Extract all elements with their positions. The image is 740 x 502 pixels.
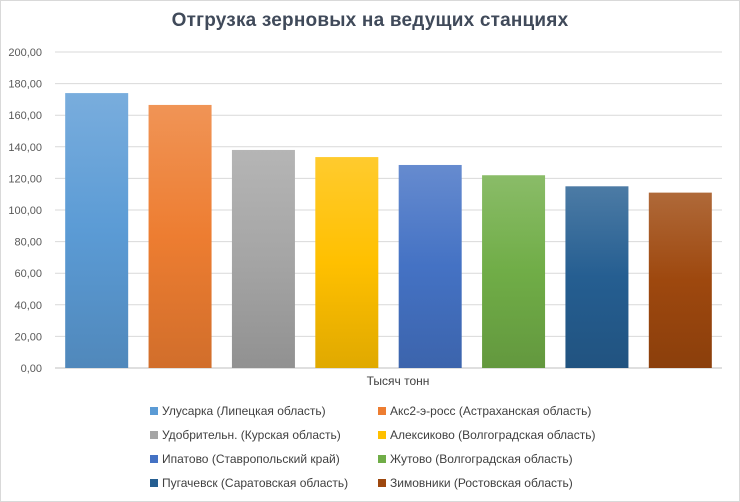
legend-row: Пугачевск (Саратовская область) Зимовники…	[150, 473, 670, 493]
legend-row: Ипатово (Ставропольский край) Жутово (Вол…	[150, 449, 670, 469]
legend-item: Улусарка (Липецкая область)	[150, 401, 378, 421]
legend-swatch	[378, 479, 386, 487]
x-axis-label: Тысяч тонн	[367, 374, 430, 388]
legend-label: Жутово (Волгоградская область)	[390, 452, 573, 466]
legend-item: Пугачевск (Саратовская область)	[150, 473, 378, 493]
bar-3	[231, 149, 295, 368]
y-tick-label: 200,00	[8, 47, 42, 59]
y-tick-label: 180,00	[8, 79, 42, 91]
legend-swatch	[378, 407, 386, 415]
y-tick-label: 120,00	[8, 173, 42, 185]
bar-7	[565, 186, 629, 368]
chart-title: Отгрузка зерновых на ведущих станциях	[171, 10, 569, 31]
legend-label: Удобрительн. (Курская область)	[162, 428, 341, 442]
legend-item: Зимовники (Ростовская область)	[378, 473, 658, 493]
legend-label: Зимовники (Ростовская область)	[390, 476, 573, 490]
legend-swatch	[150, 431, 158, 439]
legend-item: Акс2-э-росс (Астраханская область)	[378, 401, 658, 421]
bar-6	[482, 175, 546, 368]
y-tick-label: 160,00	[8, 110, 42, 122]
y-tick-label: 40,00	[14, 300, 42, 312]
legend-label: Алексиково (Волгоградская область)	[390, 428, 596, 442]
legend-item: Алексиково (Волгоградская область)	[378, 425, 658, 445]
y-tick-label: 140,00	[8, 142, 42, 154]
y-tick-label: 20,00	[14, 331, 42, 343]
y-tick-label: 80,00	[14, 237, 42, 249]
y-tick-label: 100,00	[8, 205, 42, 217]
legend-item: Удобрительн. (Курская область)	[150, 425, 378, 445]
legend-swatch	[378, 431, 386, 439]
legend-label: Пугачевск (Саратовская область)	[162, 476, 349, 490]
legend-swatch	[150, 479, 158, 487]
legend-swatch	[150, 455, 158, 463]
y-tick-label: 60,00	[14, 268, 42, 280]
y-tick-label: 0,00	[21, 363, 42, 375]
legend-label: Акс2-э-росс (Астраханская область)	[390, 404, 592, 418]
bar-4	[315, 157, 379, 368]
legend: Улусарка (Липецкая область) Акс2-э-росс (…	[150, 401, 670, 497]
bar-5	[398, 164, 462, 368]
legend-label: Ипатово (Ставропольский край)	[162, 452, 340, 466]
legend-item: Ипатово (Ставропольский край)	[150, 449, 378, 469]
legend-item: Жутово (Волгоградская область)	[378, 449, 658, 469]
legend-label: Улусарка (Липецкая область)	[162, 404, 326, 418]
legend-row: Удобрительн. (Курская область) Алексиково…	[150, 425, 670, 445]
legend-row: Улусарка (Липецкая область) Акс2-э-росс (…	[150, 401, 670, 421]
bar-8	[648, 192, 712, 368]
bar-1	[65, 93, 129, 368]
legend-swatch	[378, 455, 386, 463]
bar-chart: 0,00 20,00 40,00 60,00 80,00 100,00 120,00 140,…	[8, 47, 722, 388]
bar-2	[148, 104, 212, 369]
legend-swatch	[150, 407, 158, 415]
